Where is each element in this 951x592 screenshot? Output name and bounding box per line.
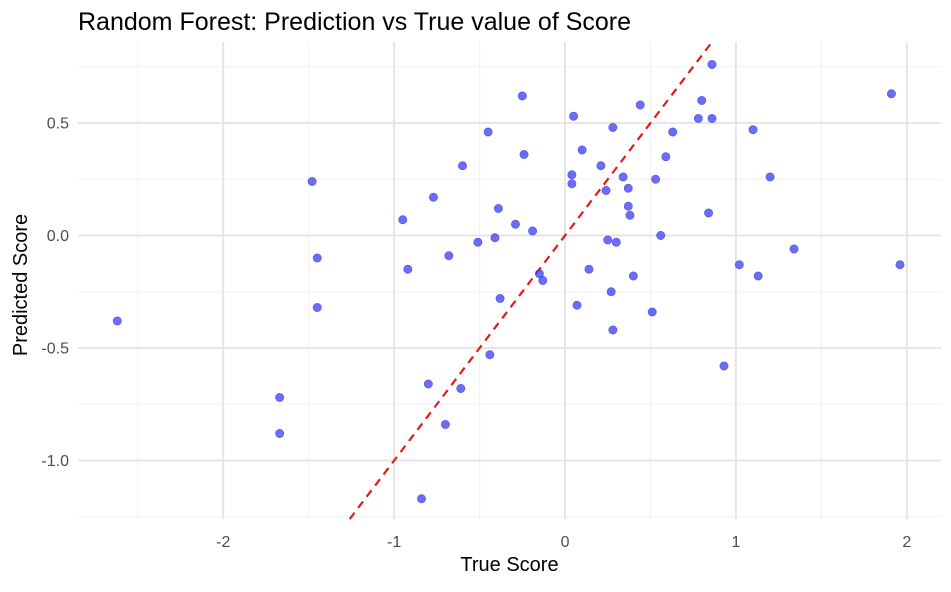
x-tick-label: -1 <box>387 534 401 551</box>
data-point <box>753 271 763 281</box>
data-point <box>275 428 285 438</box>
data-point <box>668 127 678 137</box>
data-point <box>661 152 671 162</box>
data-point <box>734 260 744 270</box>
y-tick-label: -0.5 <box>41 341 69 358</box>
data-point <box>416 494 426 504</box>
data-point <box>538 275 548 285</box>
chart-title: Random Forest: Prediction vs True value … <box>78 8 631 36</box>
data-point <box>606 287 616 297</box>
data-point <box>611 237 621 247</box>
data-point <box>608 123 618 133</box>
data-point <box>569 111 579 121</box>
data-point <box>275 392 285 402</box>
data-point <box>584 264 594 274</box>
data-point <box>635 100 645 110</box>
data-point <box>618 172 628 182</box>
x-tick-label: 1 <box>731 534 740 551</box>
data-point <box>528 226 538 236</box>
data-point <box>112 316 122 326</box>
data-point <box>886 89 896 99</box>
data-point <box>647 307 657 317</box>
data-points <box>112 59 905 504</box>
data-point <box>444 251 454 261</box>
data-point <box>719 361 729 371</box>
data-point <box>623 201 633 211</box>
data-point <box>517 91 527 101</box>
data-point <box>428 192 438 202</box>
data-point <box>625 210 635 220</box>
data-point <box>789 244 799 254</box>
data-point <box>707 59 717 69</box>
data-point <box>403 264 413 274</box>
y-tick-labels: -1.0 -0.5 0.0 0.5 <box>41 116 69 471</box>
data-point <box>567 170 577 180</box>
data-point <box>765 172 775 182</box>
data-point <box>519 150 529 160</box>
data-point <box>577 145 587 155</box>
data-point <box>895 260 905 270</box>
data-point <box>458 161 468 171</box>
data-point <box>485 350 495 360</box>
x-axis-label: True Score <box>460 554 558 576</box>
data-point <box>493 204 503 214</box>
data-point <box>603 235 613 245</box>
data-point <box>601 186 611 196</box>
data-point <box>312 253 322 263</box>
x-tick-labels: -2 -1 0 1 2 <box>216 534 911 551</box>
reference-line <box>348 41 713 520</box>
minor-gridlines <box>78 42 941 519</box>
data-point <box>572 300 582 310</box>
y-tick-label: 0.5 <box>47 116 69 133</box>
data-point <box>312 302 322 312</box>
x-tick-label: -2 <box>216 534 230 551</box>
data-point <box>398 215 408 225</box>
data-point <box>651 174 661 184</box>
data-point <box>707 114 717 124</box>
data-point <box>440 419 450 429</box>
y-tick-label: -1.0 <box>41 453 69 470</box>
data-point <box>423 379 433 389</box>
data-point <box>456 383 466 393</box>
data-point <box>483 127 493 137</box>
data-point <box>473 237 483 247</box>
data-point <box>656 231 666 241</box>
major-gridlines <box>78 42 941 519</box>
data-point <box>608 325 618 335</box>
data-point <box>510 219 520 229</box>
data-point <box>748 125 758 135</box>
data-point <box>623 183 633 193</box>
data-point <box>567 179 577 189</box>
data-point <box>307 177 317 187</box>
data-point <box>495 293 505 303</box>
data-point <box>704 208 714 218</box>
x-tick-label: 2 <box>902 534 911 551</box>
x-tick-label: 0 <box>561 534 570 551</box>
data-point <box>693 114 703 124</box>
data-point <box>490 233 500 243</box>
data-point <box>697 96 707 106</box>
y-tick-label: 0.0 <box>47 228 69 245</box>
data-point <box>596 161 606 171</box>
reference-line-group <box>348 41 713 520</box>
y-axis-label: Predicted Score <box>10 214 32 356</box>
data-point <box>628 271 638 281</box>
